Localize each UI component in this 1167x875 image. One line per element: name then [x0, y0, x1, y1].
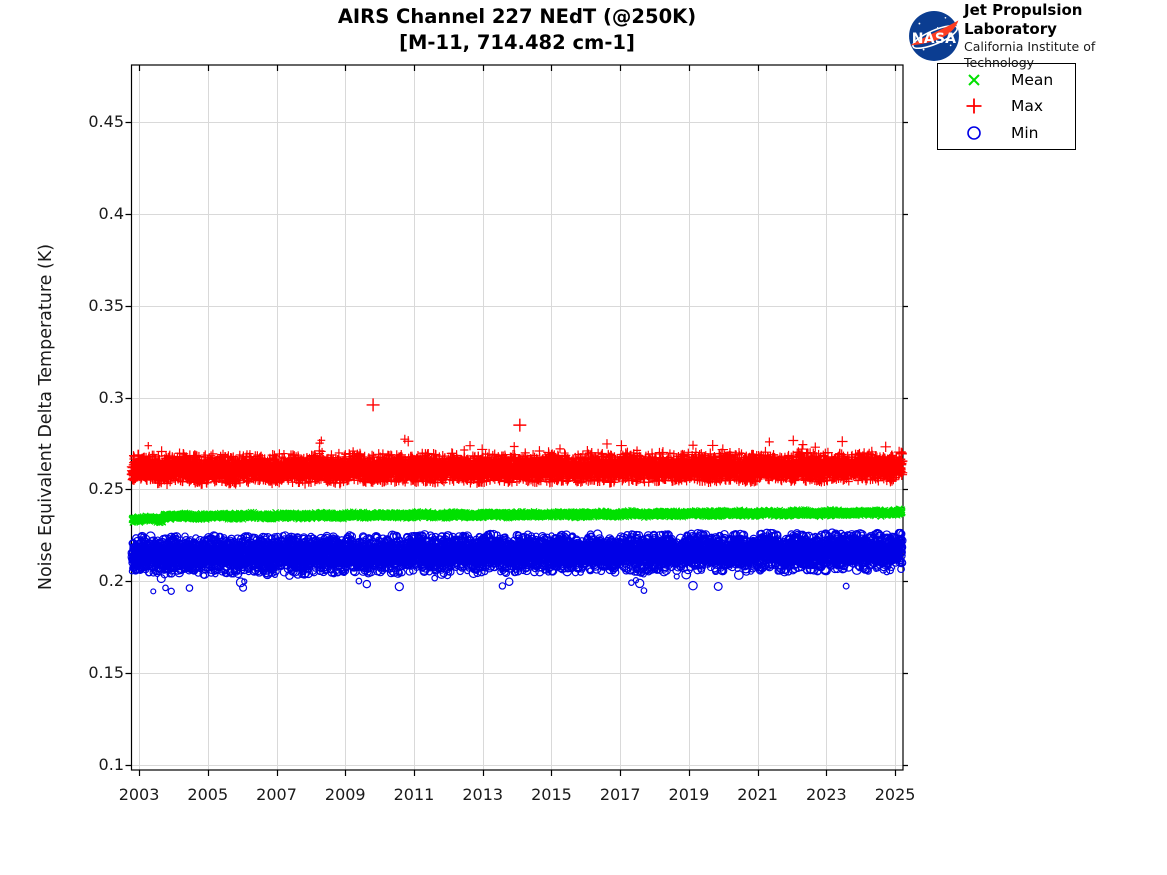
max-plus-marker-icon — [966, 98, 982, 114]
mean-x-marker-icon — [968, 74, 980, 86]
x-tick-label: 2007 — [256, 785, 297, 804]
chart-title: AIRS Channel 227 NEdT (@250K) [M-11, 714… — [338, 4, 696, 56]
x-tick-label: 2017 — [599, 785, 641, 804]
y-tick-label: 0.45 — [88, 111, 124, 131]
legend-label-min: Min — [1011, 123, 1039, 142]
legend-row-max: Max — [938, 93, 1075, 119]
min-circle-marker-icon — [967, 126, 981, 140]
chart-title-line1: AIRS Channel 227 NEdT (@250K) — [337, 5, 697, 28]
jpl-name: Jet Propulsion Laboratory — [964, 1, 1083, 38]
x-tick-label: 2009 — [324, 785, 366, 804]
y-tick-label: 0.2 — [98, 571, 124, 591]
legend-label-max: Max — [1011, 97, 1044, 116]
legend-row-mean: Mean — [938, 67, 1075, 93]
y-tick-label: 0.3 — [98, 387, 124, 407]
x-tick-label: 2013 — [462, 785, 504, 804]
legend-label-mean: Mean — [1011, 71, 1054, 90]
y-tick-label: 0.4 — [98, 203, 124, 223]
nasa-logo-icon: NASA — [909, 11, 959, 61]
x-tick-label: 2025 — [874, 785, 916, 804]
legend-row-min: Min — [938, 120, 1075, 146]
jpl-institute: California Institute of Technology — [964, 39, 1096, 70]
y-tick-label: 0.15 — [88, 663, 124, 683]
y-tick-label: 0.35 — [88, 295, 124, 315]
nasa-logo-text: NASA — [912, 31, 957, 47]
chart-title-line2: [M-11, 714.482 cm-1] — [399, 31, 635, 54]
x-tick-label: 2023 — [806, 785, 847, 804]
legend: Mean Max Min — [937, 63, 1076, 150]
y-tick-label: 0.1 — [98, 755, 124, 775]
x-tick-label: 2003 — [118, 785, 160, 804]
x-tick-label: 2019 — [668, 785, 710, 804]
x-tick-label: 2011 — [393, 785, 435, 804]
y-tick-label: 0.25 — [88, 479, 124, 499]
x-tick-label: 2015 — [531, 785, 572, 804]
x-tick-label: 2021 — [737, 785, 778, 804]
jpl-text-block: Jet Propulsion Laboratory California Ins… — [964, 1, 1167, 71]
branding-block: NASA Jet Propulsion Laboratory Californi… — [908, 1, 1167, 71]
x-tick-label: 2005 — [187, 785, 229, 804]
